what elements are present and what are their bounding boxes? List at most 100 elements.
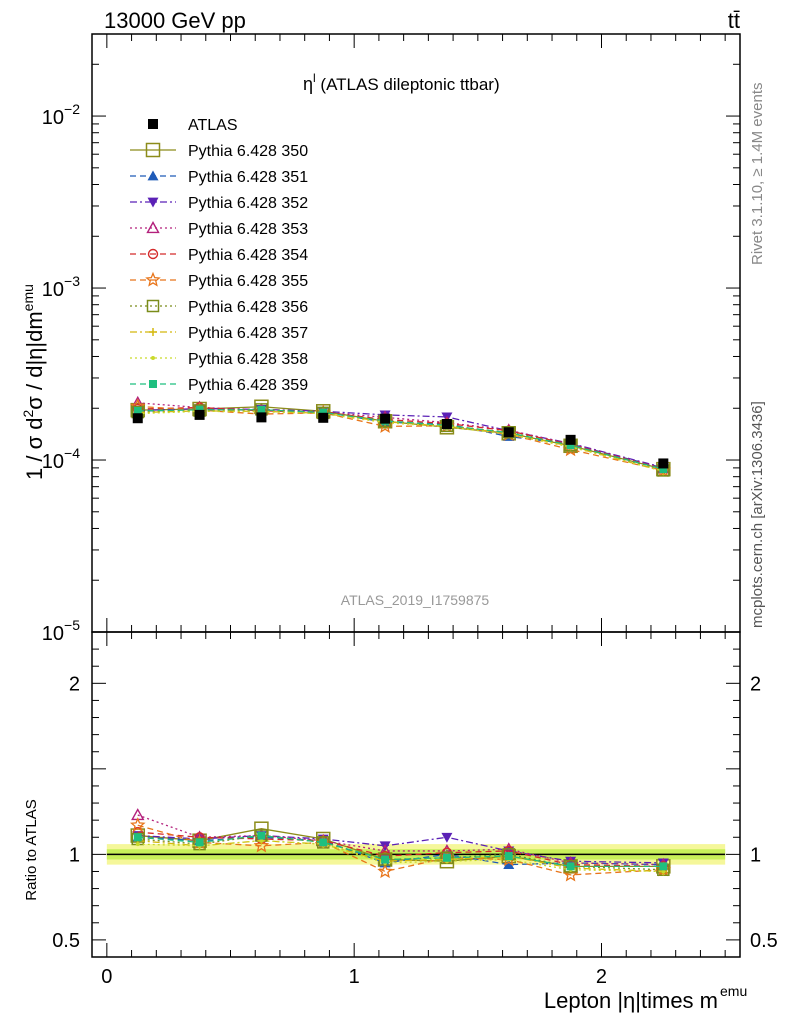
legend-label: Pythia 6.428 359 [188, 377, 308, 394]
legend-label: Pythia 6.428 355 [188, 273, 308, 290]
data-point [319, 838, 328, 847]
main-y-tick-label: 10−5 [42, 617, 80, 645]
data-point [565, 434, 576, 445]
ratio-y-tick-label-right: 0.5 [750, 930, 778, 952]
series-line [137, 402, 664, 469]
data-point [132, 413, 143, 424]
series-line [137, 405, 664, 472]
data-point [319, 408, 328, 417]
data-point [565, 856, 577, 867]
data-point [133, 406, 142, 415]
data-point [195, 405, 204, 414]
data-point [195, 838, 204, 847]
ratio-frame [91, 631, 741, 958]
data-point [380, 413, 391, 424]
legend-entry: Pythia 6.428 353 [130, 221, 308, 238]
plot-title: ηl (ATLAS dileptonic ttbar) [303, 71, 500, 94]
ratio-series-line [137, 814, 664, 866]
data-point [658, 458, 669, 469]
data-point [566, 862, 575, 871]
data-point [146, 299, 160, 313]
rivet-label: Rivet 3.1.10, ≥ 1.4M events [749, 83, 766, 266]
data-point [256, 412, 267, 423]
legend-label: Pythia 6.428 356 [188, 299, 308, 316]
ratio-y-tick-label-right: 2 [750, 673, 761, 695]
ratio-y-tick-label: 0.5 [52, 930, 80, 952]
legend-entry: Pythia 6.428 351 [130, 169, 308, 186]
data-point [381, 855, 390, 864]
data-point [147, 197, 159, 208]
data-point [194, 409, 205, 420]
data-point [659, 465, 668, 474]
ratio-series-line [137, 831, 664, 867]
data-point [151, 356, 155, 360]
main-ylabel: 1 / σ d2σ / d|η|dmemu [20, 284, 47, 480]
legend-label: Pythia 6.428 353 [188, 221, 308, 238]
data-point [147, 248, 159, 260]
series-line [137, 408, 664, 469]
series-pythia-6-428-356 [131, 403, 670, 477]
series-line [137, 407, 664, 469]
data-point [503, 859, 515, 870]
data-point [146, 221, 160, 234]
x-tick-label: 0 [101, 966, 112, 988]
ratio-y-tick-label: 2 [69, 673, 80, 695]
ratio-y-tick-label-right: 1 [750, 844, 761, 866]
legend-label: Pythia 6.428 358 [188, 351, 308, 368]
data-point [147, 170, 159, 181]
series-line [137, 408, 664, 472]
series-line [137, 406, 664, 470]
data-point [503, 427, 514, 438]
data-point [377, 418, 393, 433]
data-point [504, 852, 513, 861]
data-point [659, 862, 668, 871]
legend-entry: Pythia 6.428 355 [130, 271, 308, 290]
main-y-tick-label: 10−3 [42, 273, 80, 301]
data-point [253, 837, 270, 853]
data-point [259, 838, 264, 843]
data-point [661, 869, 666, 874]
legend-label: Pythia 6.428 352 [188, 195, 308, 212]
data-point [441, 832, 453, 843]
series-pythia-6-428-359 [133, 405, 668, 474]
data-point [441, 418, 452, 429]
series-atlas [132, 409, 669, 469]
legend-entry: Pythia 6.428 356 [130, 299, 308, 316]
data-point [149, 328, 157, 336]
ratio-y-tick-label: 1 [69, 844, 80, 866]
data-point [257, 831, 266, 840]
legend-label: Pythia 6.428 357 [188, 325, 308, 342]
x-tick-label: 2 [596, 966, 607, 988]
data-point [135, 842, 140, 847]
x-tick-label: 1 [349, 966, 360, 988]
legend-entry: Pythia 6.428 350 [130, 142, 308, 160]
legend-label: Pythia 6.428 350 [188, 143, 308, 160]
process-label: tt̄ [728, 8, 740, 33]
data-point [129, 817, 146, 832]
legend-entry: Pythia 6.428 352 [130, 195, 308, 212]
data-point [145, 271, 161, 287]
series-line [137, 406, 664, 470]
data-point [377, 863, 393, 879]
ratio-series-line [137, 824, 664, 876]
energy-label: 13000 GeV pp [104, 8, 246, 33]
series-pythia-6-428-358 [135, 409, 666, 473]
data-point [562, 866, 579, 882]
ratio-panel: 0 1 2 2 2 1 1 0.5 0.5 [52, 631, 778, 988]
legend-label: Pythia 6.428 351 [188, 169, 308, 186]
series-pythia-6-428-357 [133, 406, 668, 476]
legend-entry: Pythia 6.428 354 [130, 247, 308, 264]
x-axis-label-sup: emu [720, 983, 747, 999]
legend: ATLAS Pythia 6.428 350 Pythia 6.428 351 Pyt… [130, 117, 308, 394]
data-point [149, 380, 157, 388]
main-y-tick-label: 10−2 [42, 101, 80, 129]
legend-entry: ATLAS [148, 117, 238, 134]
data-point [566, 441, 575, 450]
series-line [137, 409, 664, 470]
ratio-ylabel: Ratio to ATLAS [23, 799, 40, 900]
legend-label: Pythia 6.428 354 [188, 247, 308, 264]
legend-entry: Pythia 6.428 359 [130, 377, 308, 394]
data-point [442, 853, 451, 862]
